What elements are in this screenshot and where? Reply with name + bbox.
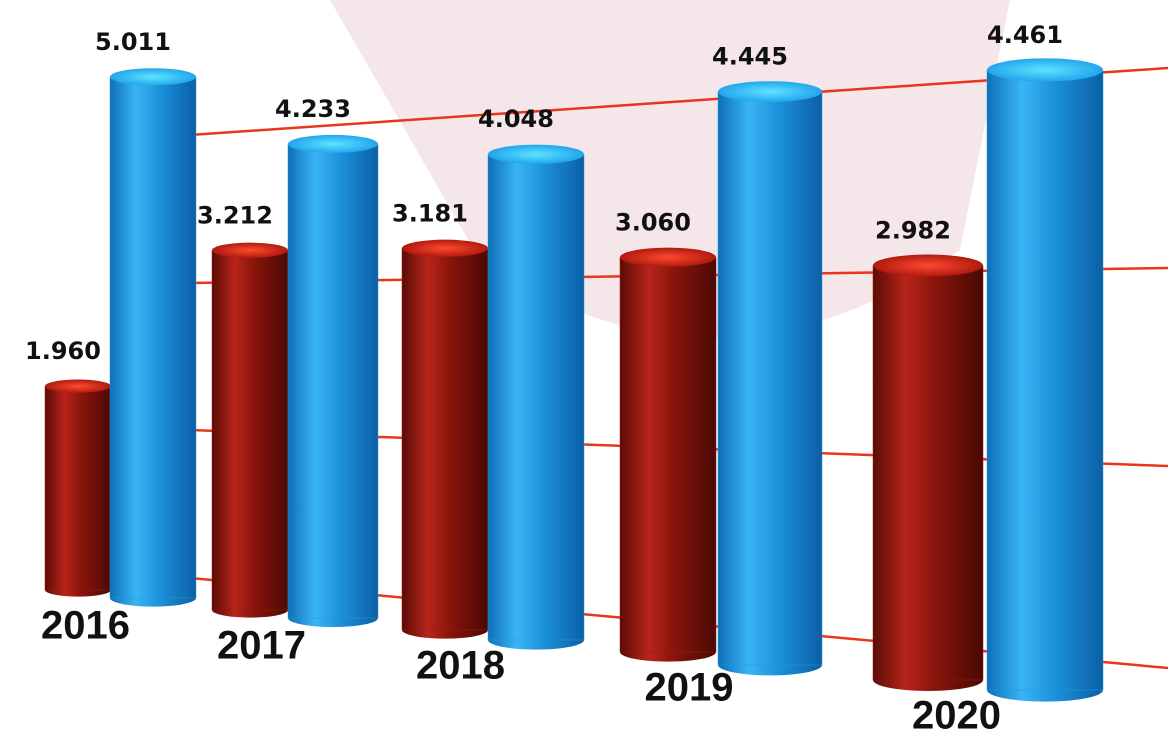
x-tick-label: 2018 <box>416 644 505 688</box>
value-label: 3.212 <box>197 201 273 229</box>
bar <box>287 143 379 619</box>
x-tick-label: 2016 <box>41 604 130 648</box>
bar <box>109 76 197 599</box>
bar-top <box>718 81 822 102</box>
bar-top <box>45 379 111 393</box>
bar-top <box>402 239 488 257</box>
bar <box>717 91 823 666</box>
value-label: 4.461 <box>987 21 1063 49</box>
bar <box>619 257 717 653</box>
bar <box>211 250 289 611</box>
x-tick-label: 2017 <box>217 624 306 668</box>
bar-top <box>212 242 288 258</box>
value-label: 2.982 <box>875 217 951 245</box>
bar <box>986 69 1104 691</box>
bar-top <box>873 254 983 277</box>
value-label: 5.011 <box>95 28 171 56</box>
bar <box>872 265 984 681</box>
value-label: 1.960 <box>25 337 101 365</box>
value-label: 3.060 <box>615 208 691 236</box>
bar <box>401 248 489 631</box>
x-tick-label: 2020 <box>912 694 1001 735</box>
bar <box>44 385 112 591</box>
bar <box>487 153 585 641</box>
value-label: 4.048 <box>478 105 554 133</box>
bars: 1.960 5.011 2016 3.212 4.233 2017 3.181 4.048 20… <box>25 21 1104 735</box>
bar-top <box>288 134 378 153</box>
bar-top <box>488 144 584 164</box>
value-label: 3.181 <box>392 199 468 227</box>
x-tick-label: 2019 <box>645 666 734 710</box>
bar-top <box>620 247 716 267</box>
value-label: 4.445 <box>712 43 788 71</box>
value-label: 4.233 <box>275 95 351 123</box>
bar-top <box>987 58 1103 82</box>
bar-top <box>110 68 196 86</box>
